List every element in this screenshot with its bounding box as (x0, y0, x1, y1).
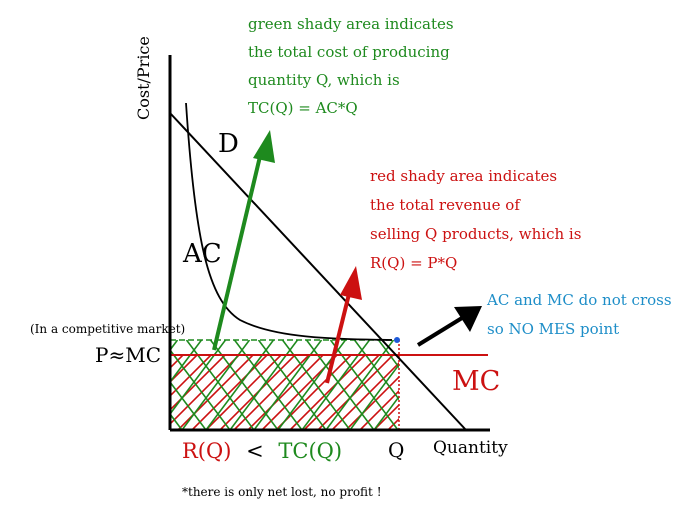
red-hatch-line (359, 389, 399, 430)
demand-label: D (218, 129, 239, 159)
red-hatch-line (170, 355, 212, 398)
demand-curve (169, 112, 467, 431)
red-hatched-area (170, 355, 399, 430)
footnote: *there is only net lost, no profit ! (182, 485, 382, 499)
red-hatch-line (233, 355, 310, 430)
ac-curve (185, 102, 393, 341)
red-hatch-line (170, 355, 198, 384)
red-arrow (325, 289, 352, 384)
red-hatch-line (275, 355, 352, 430)
red-hatch-line (247, 355, 324, 430)
green-note-line: green shady area indicates (248, 15, 454, 33)
green-annotation: green shady area indicates the total cos… (248, 15, 454, 117)
red-note-line: the total revenue of (370, 196, 521, 214)
red-hatch-line (170, 355, 226, 412)
p-approx-mc-label: P≈MC (95, 343, 161, 367)
x-axis-label: Quantity (433, 438, 508, 458)
blue-note-line: AC and MC do not cross (486, 291, 672, 309)
green-hatch-line (0, 340, 62, 430)
red-hatch-line (317, 355, 394, 430)
green-note-line: quantity Q, which is (248, 71, 400, 89)
green-hatch-line (349, 363, 399, 430)
green-hatch-line (373, 395, 399, 430)
intersection-point (394, 337, 400, 343)
red-note-line: selling Q products, which is (370, 225, 581, 243)
mc-label: MC (452, 366, 500, 397)
black-arrow (416, 316, 464, 347)
red-note-line: red shady area indicates (370, 167, 557, 185)
revenue-term: R(Q) (182, 439, 231, 463)
red-hatch-line (289, 355, 366, 430)
blue-note-line: so NO MES point (487, 320, 619, 338)
green-hatch-line (494, 340, 562, 430)
black-arrowhead (454, 306, 482, 332)
red-annotation: red shady area indicates the total reven… (370, 167, 581, 272)
blue-annotation: AC and MC do not cross so NO MES point (486, 291, 672, 338)
green-hatch-line (170, 380, 207, 430)
ac-label: AC (182, 239, 222, 269)
red-arrowhead (340, 266, 362, 300)
comparison-operator: < (246, 439, 264, 463)
q-tick-label: Q (388, 438, 404, 462)
green-note-line: the total cost of producing (248, 43, 450, 61)
red-hatch-line (205, 355, 282, 430)
green-arrow (212, 147, 264, 351)
y-axis-label: Cost/Price (134, 36, 153, 120)
market-note: (In a competitive market) (30, 322, 185, 336)
red-hatch-line (177, 355, 254, 430)
green-arrowhead (253, 130, 275, 163)
green-note-line: TC(Q) = AC*Q (248, 99, 358, 117)
red-hatch-line (345, 375, 399, 430)
cost-term: TC(Q) (278, 439, 342, 463)
revenue-vs-cost: R(Q) < TC(Q) (182, 439, 342, 463)
red-note-line: R(Q) = P*Q (370, 254, 457, 272)
red-hatch-line (373, 403, 399, 430)
green-hatch-line (19, 340, 87, 430)
